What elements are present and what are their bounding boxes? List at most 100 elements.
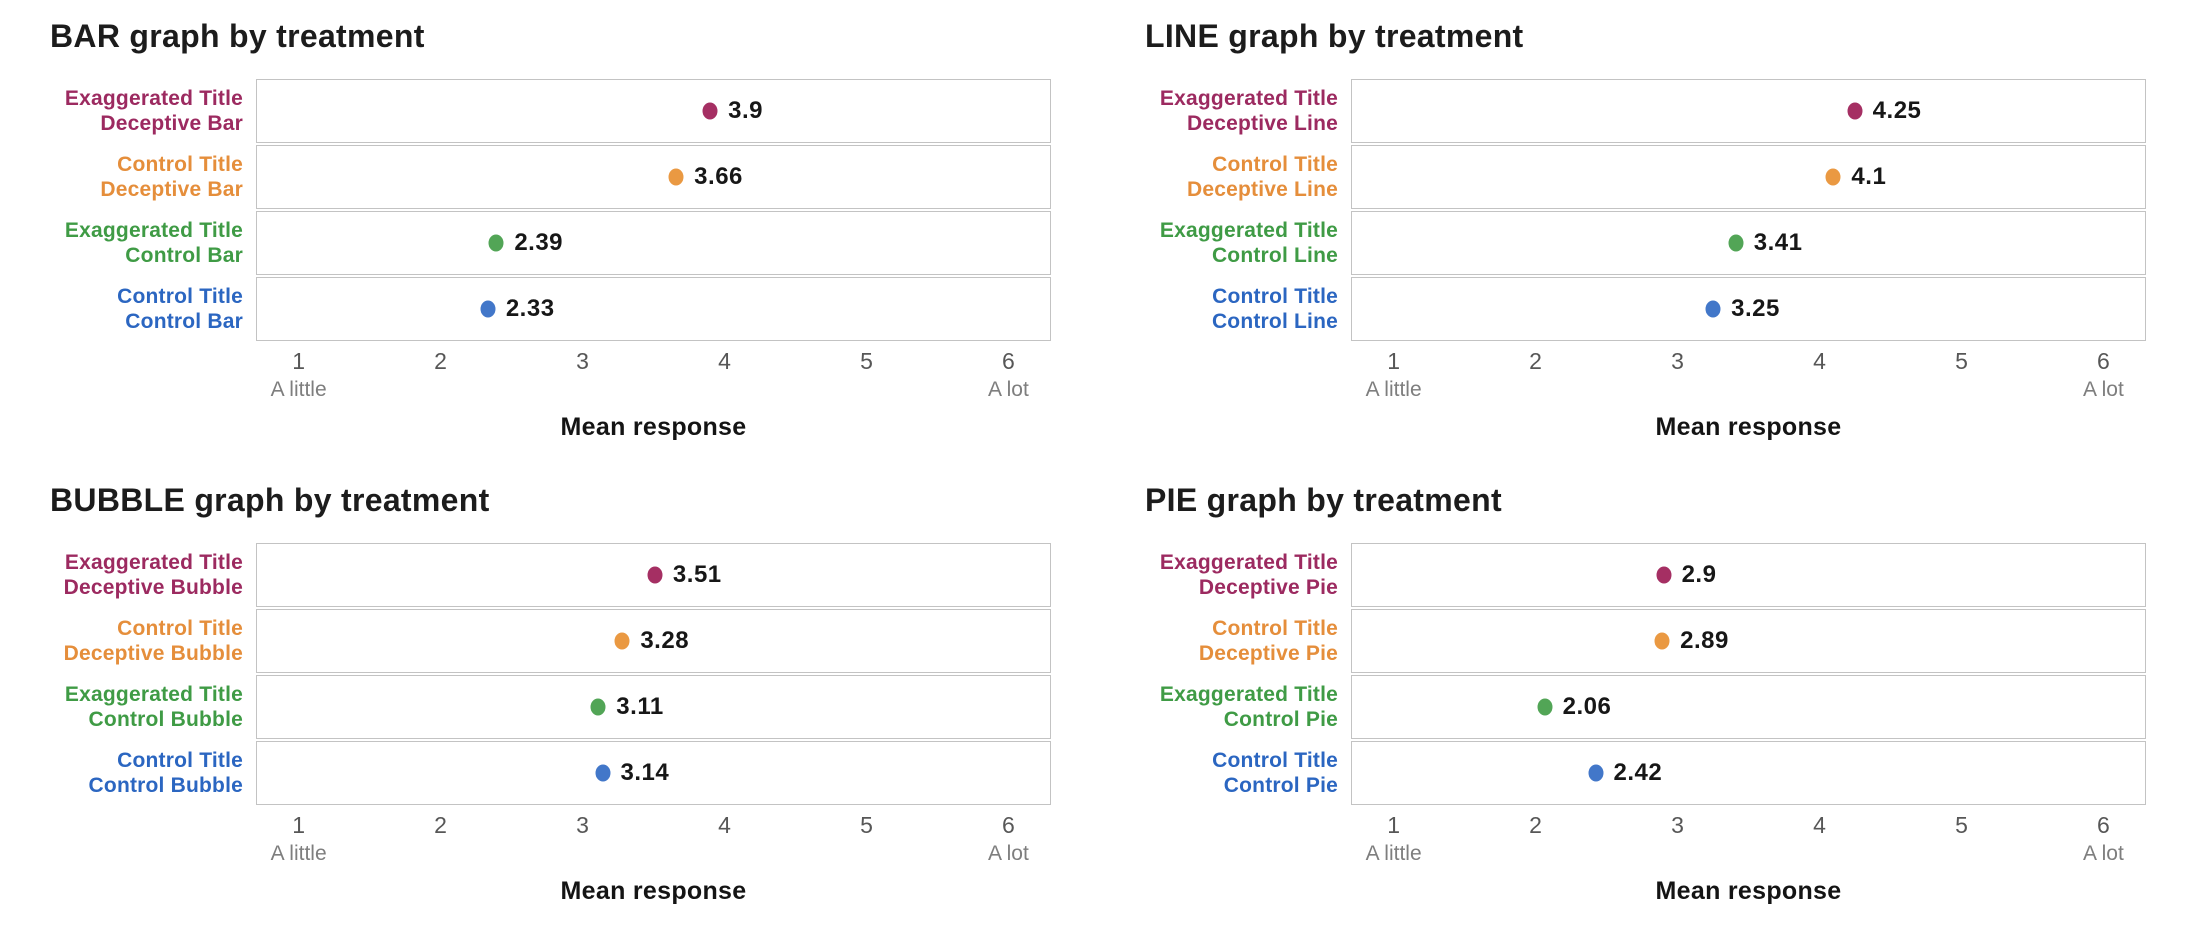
x-axis: 1 A little 2 3 4 5 6 A lot <box>256 341 1051 411</box>
category-label-line2: Control Bar <box>125 310 243 333</box>
category-label: Control Title Deceptive Bar <box>30 145 256 209</box>
x-tick-label: 2 <box>1529 348 1542 374</box>
data-point-dot <box>488 234 504 252</box>
data-point-value: 2.39 <box>514 229 564 256</box>
data-point-value: 2.9 <box>1681 561 1717 588</box>
category-label-line2: Deceptive Line <box>1186 112 1338 135</box>
x-tick-sublabel: A lot <box>2082 842 2124 865</box>
chart-title: LINE graph by treatment <box>1145 18 1524 54</box>
category-label-line1: Exaggerated Title <box>1159 218 1338 242</box>
category-label-line2: Deceptive Pie <box>1198 576 1338 599</box>
category-band: 2.39 <box>256 211 1051 275</box>
data-point-dot <box>1728 234 1744 252</box>
x-axis-title: Mean response <box>1655 413 1842 441</box>
chart-panel-bar: BAR graph by treatment Exaggerated Title… <box>30 12 1075 442</box>
category-label-line1: Exaggerated Title <box>1159 682 1338 706</box>
x-tick-sublabel: A lot <box>2082 378 2124 401</box>
data-point-dot <box>647 566 663 584</box>
x-axis-title: Mean response <box>560 413 747 441</box>
x-tick-label: 4 <box>718 812 731 838</box>
x-tick-sublabel: A little <box>270 842 327 865</box>
x-tick-label: 1 <box>292 348 306 374</box>
data-point-dot <box>668 168 684 186</box>
x-tick-sublabel: A lot <box>987 842 1029 865</box>
category-label-line2: Control Bar <box>125 244 243 267</box>
data-point-dot <box>614 632 630 650</box>
data-point-value: 2.06 <box>1562 693 1612 720</box>
category-label-line1: Control Title <box>1212 152 1338 176</box>
category-label-line2: Deceptive Bar <box>100 178 243 201</box>
category-label-line1: Exaggerated Title <box>64 86 243 110</box>
category-band: 2.06 <box>1351 675 2146 739</box>
category-label: Exaggerated Title Control Bar <box>30 211 256 275</box>
data-point-dot <box>1654 632 1670 650</box>
chart-panel-bubble: BUBBLE graph by treatment Exaggerated Ti… <box>30 476 1075 906</box>
data-point-value: 3.14 <box>620 759 670 786</box>
data-point-value: 2.42 <box>1613 759 1663 786</box>
chart-body: Exaggerated Title Deceptive Pie Control Ti… <box>1125 543 2170 906</box>
category-band: 3.51 <box>256 543 1051 607</box>
data-point-dot <box>1825 168 1841 186</box>
data-point-value: 3.41 <box>1753 229 1803 256</box>
plot-column: 3.9 3.66 2.39 2.33 1 A little 2 3 4 5 6 A lot Mean r… <box>256 79 1051 442</box>
category-label-line1: Control Title <box>117 748 243 772</box>
category-label-line1: Exaggerated Title <box>1159 86 1338 110</box>
category-label-line1: Exaggerated Title <box>1159 550 1338 574</box>
category-label: Exaggerated Title Control Bubble <box>30 675 256 739</box>
x-tick-label: 1 <box>292 812 306 838</box>
plot-column: 2.9 2.89 2.06 2.42 1 A little 2 3 4 5 6 A lot Mean r… <box>1351 543 2146 906</box>
figure-grid: BAR graph by treatment Exaggerated Title… <box>30 12 2170 906</box>
x-tick-label: 4 <box>718 348 731 374</box>
category-band: 3.25 <box>1351 277 2146 341</box>
data-point-dot <box>1588 764 1604 782</box>
plot-column: 3.51 3.28 3.11 3.14 1 A little 2 3 4 5 6 A lot Mean … <box>256 543 1051 906</box>
x-tick-label: 1 <box>1387 348 1401 374</box>
category-label-line1: Control Title <box>1212 284 1338 308</box>
category-label-line2: Control Bubble <box>88 708 243 731</box>
x-axis: 1 A little 2 3 4 5 6 A lot <box>1351 341 2146 411</box>
category-label-line2: Deceptive Pie <box>1198 642 1338 665</box>
category-band: 2.33 <box>256 277 1051 341</box>
x-tick-label: 4 <box>1813 348 1826 374</box>
x-tick-label: 3 <box>576 348 589 374</box>
data-point-dot <box>1705 300 1721 318</box>
category-label: Exaggerated Title Control Line <box>1125 211 1351 275</box>
category-label: Exaggerated Title Control Pie <box>1125 675 1351 739</box>
chart-body: Exaggerated Title Deceptive Bubble Control… <box>30 543 1075 906</box>
x-tick-label: 1 <box>1387 812 1401 838</box>
category-label-line2: Control Pie <box>1223 774 1338 797</box>
category-label-line2: Deceptive Bubble <box>63 576 243 599</box>
x-tick-sublabel: A little <box>1365 842 1422 865</box>
x-tick-label: 5 <box>1955 348 1968 374</box>
x-tick-sublabel: A little <box>1365 378 1422 401</box>
category-label: Exaggerated Title Deceptive Bubble <box>30 543 256 607</box>
chart-body: Exaggerated Title Deceptive Bar Control Ti… <box>30 79 1075 442</box>
chart-panel-pie: PIE graph by treatment Exaggerated Title… <box>1125 476 2170 906</box>
category-label-line2: Deceptive Line <box>1186 178 1338 201</box>
x-tick-label: 6 <box>1001 348 1015 374</box>
data-point-dot <box>480 300 496 318</box>
category-label: Exaggerated Title Deceptive Line <box>1125 79 1351 143</box>
data-point-value: 2.89 <box>1680 627 1729 654</box>
category-label: Control Title Control Bubble <box>30 741 256 805</box>
category-label: Control Title Control Line <box>1125 277 1351 341</box>
plot-column: 4.25 4.1 3.41 3.25 1 A little 2 3 4 5 6 A lot Mean r… <box>1351 79 2146 442</box>
category-label-line2: Deceptive Bubble <box>63 642 243 665</box>
x-tick-label: 2 <box>434 812 447 838</box>
category-label-line2: Control Pie <box>1223 708 1338 731</box>
data-point-value: 3.66 <box>694 163 743 190</box>
category-band: 3.9 <box>256 79 1051 143</box>
y-axis-labels: Exaggerated Title Deceptive Bar Control Ti… <box>30 79 256 442</box>
category-band: 4.1 <box>1351 145 2146 209</box>
data-point-dot <box>595 764 610 782</box>
category-label: Control Title Deceptive Line <box>1125 145 1351 209</box>
category-band: 2.89 <box>1351 609 2146 673</box>
x-tick-label: 5 <box>1955 812 1968 838</box>
x-tick-label: 2 <box>1529 812 1542 838</box>
category-label-line2: Control Bubble <box>88 774 243 797</box>
chart-title: BAR graph by treatment <box>50 18 425 54</box>
y-axis-labels: Exaggerated Title Deceptive Line Control T… <box>1125 79 1351 442</box>
category-label-line1: Control Title <box>117 152 243 176</box>
y-axis-labels: Exaggerated Title Deceptive Pie Control Ti… <box>1125 543 1351 906</box>
x-tick-label: 2 <box>434 348 447 374</box>
